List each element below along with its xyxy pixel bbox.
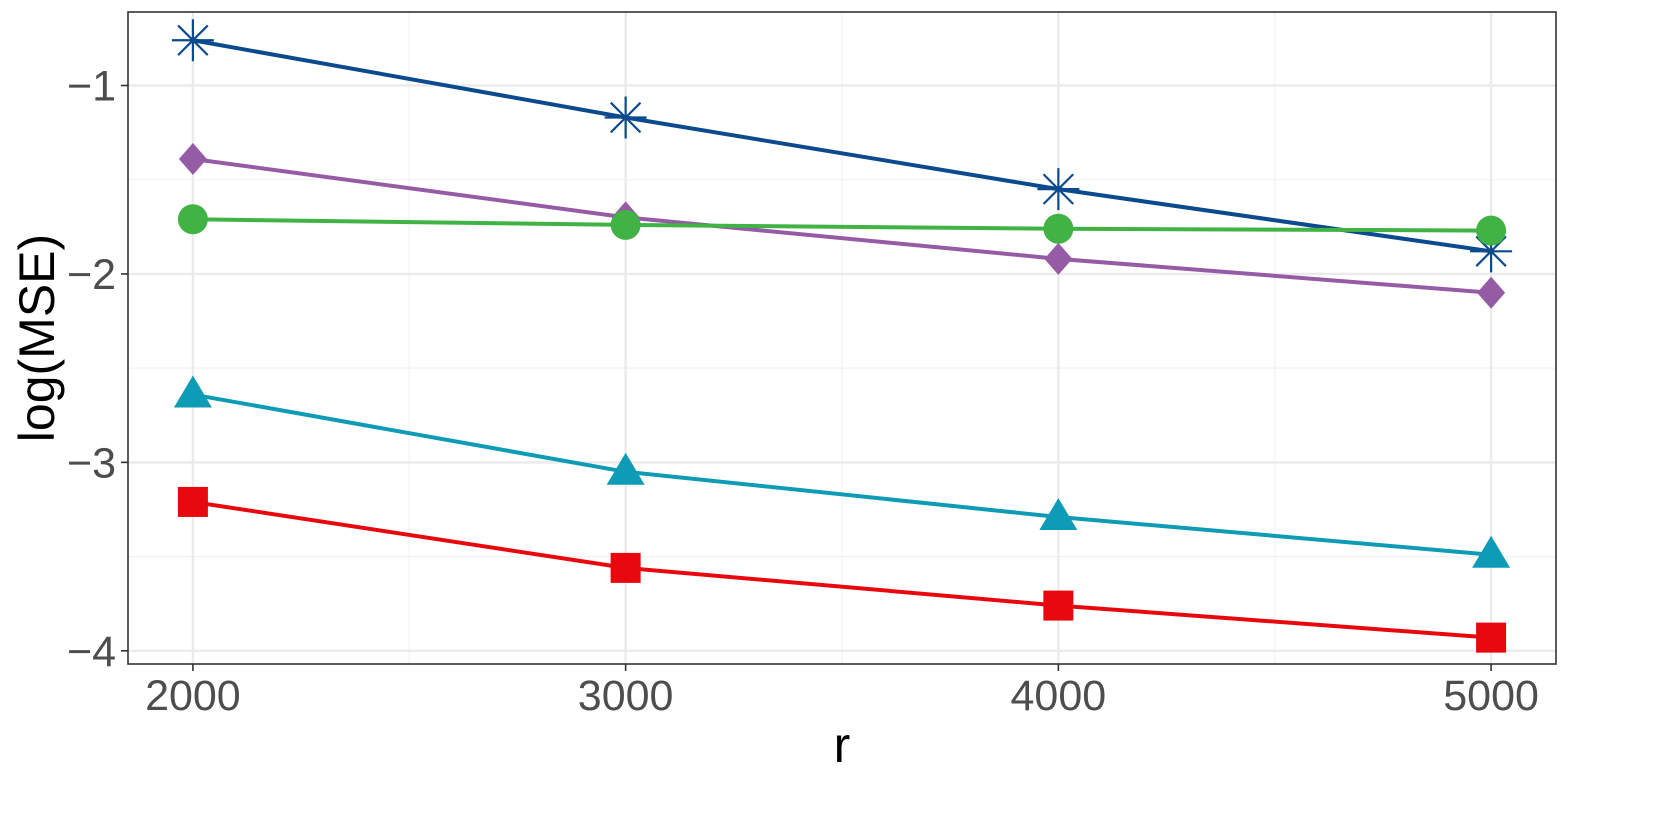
data-point-triangle xyxy=(1472,535,1511,568)
tick-labels: 2000 3000 4000 5000 −1 −2 −3 −4 xyxy=(67,62,1539,720)
data-point-diamond xyxy=(1477,276,1506,309)
series-circle xyxy=(177,204,1507,246)
axis-ticks xyxy=(121,84,1492,671)
data-point-asterisk xyxy=(1470,230,1513,273)
data-point-circle xyxy=(177,204,208,235)
series-line xyxy=(192,217,1492,233)
data-point-circle xyxy=(610,209,641,240)
y-tick-label: −1 xyxy=(67,62,116,110)
y-axis-title: log(MSE) xyxy=(9,234,65,442)
data-point-square xyxy=(610,552,641,583)
data-point-circle xyxy=(1476,215,1507,246)
panel-border xyxy=(127,11,1557,665)
series-line xyxy=(192,38,1492,254)
data-point-diamond xyxy=(178,142,207,175)
series-asterisk xyxy=(171,19,1513,273)
series-triangle xyxy=(173,375,1511,568)
data-point-asterisk xyxy=(171,19,214,62)
minor-gridlines xyxy=(128,12,1556,664)
x-axis-title: r xyxy=(834,717,851,773)
x-tick-label: 3000 xyxy=(578,672,674,720)
data-point-asterisk xyxy=(604,96,647,139)
series-line xyxy=(192,157,1492,295)
data-point-square xyxy=(1043,590,1074,621)
series-line xyxy=(192,392,1492,557)
y-tick-label: −2 xyxy=(67,251,116,299)
data-point-triangle xyxy=(606,452,645,485)
data-point-circle xyxy=(1043,213,1074,244)
data-point-triangle xyxy=(173,375,212,408)
y-tick-label: −4 xyxy=(67,628,116,676)
x-tick-label: 2000 xyxy=(145,672,241,720)
series-line xyxy=(192,499,1492,640)
x-tick-label: 5000 xyxy=(1443,672,1539,720)
series-layer xyxy=(171,19,1513,653)
data-point-square xyxy=(177,486,208,517)
data-point-square xyxy=(1476,622,1507,653)
series-square xyxy=(177,486,1507,653)
data-point-triangle xyxy=(1039,498,1078,531)
data-point-diamond xyxy=(1044,242,1073,275)
x-tick-label: 4000 xyxy=(1011,672,1107,720)
y-tick-label: −3 xyxy=(67,439,116,487)
data-point-asterisk xyxy=(1037,168,1080,211)
